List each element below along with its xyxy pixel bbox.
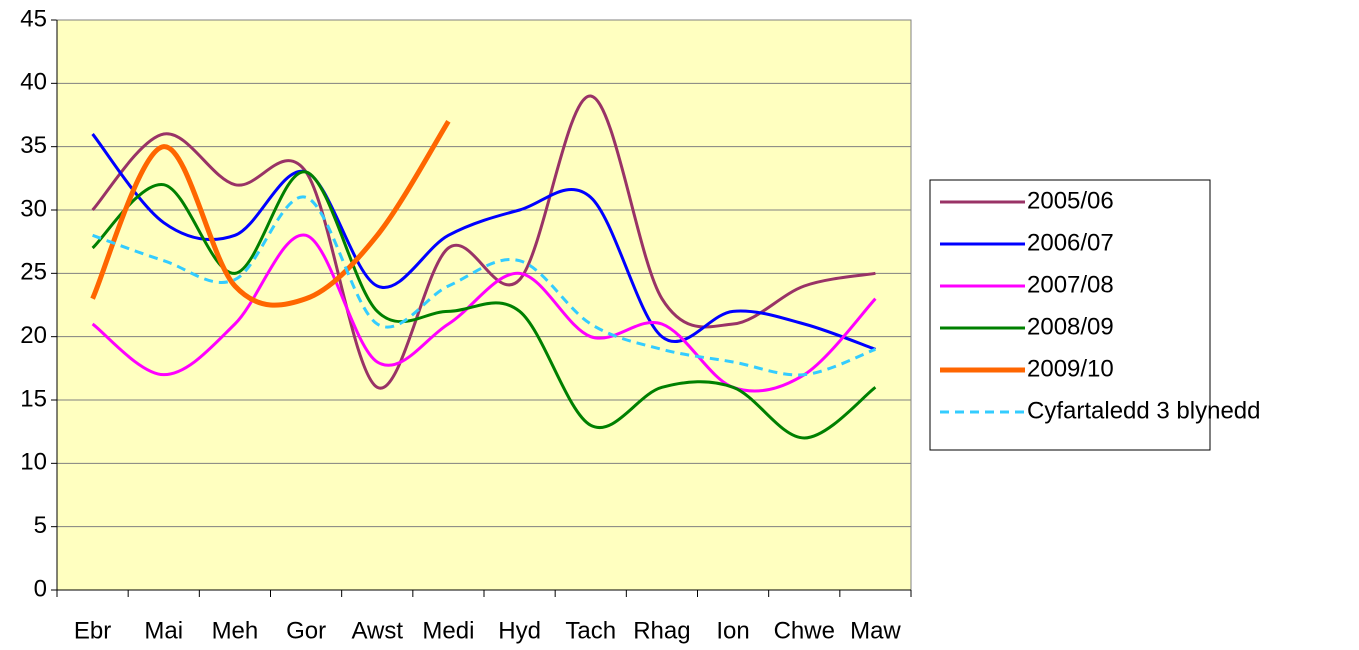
legend-label: Cyfartaledd 3 blynedd <box>1027 397 1260 424</box>
x-tick-label: Tach <box>565 617 616 644</box>
legend-label: 2009/10 <box>1027 355 1114 382</box>
series-line <box>92 195 876 377</box>
y-tick-label: 20 <box>20 322 47 349</box>
y-tick-label: 10 <box>20 449 47 476</box>
x-tick-label: Medi <box>422 617 474 644</box>
y-tick-label: 45 <box>20 5 47 32</box>
x-tick-label: Chwe <box>774 617 835 644</box>
legend-box <box>929 179 1211 451</box>
x-tick-label: Meh <box>212 617 259 644</box>
series-line <box>90 120 451 308</box>
y-tick-label: 5 <box>34 512 47 539</box>
x-tick-label: Gor <box>286 617 326 644</box>
x-tick-label: Maw <box>850 617 901 644</box>
y-tick-label: 30 <box>20 195 47 222</box>
x-tick-label: Rhag <box>633 617 690 644</box>
y-tick-label: 25 <box>20 259 47 286</box>
y-tick-label: 0 <box>34 575 47 602</box>
y-tick-label: 35 <box>20 132 47 159</box>
x-tick-label: Mai <box>144 617 183 644</box>
series-line <box>91 94 876 390</box>
y-tick-label: 40 <box>20 69 47 96</box>
legend-label: 2008/09 <box>1027 313 1114 340</box>
x-tick-label: Ion <box>716 617 749 644</box>
x-tick-label: Hyd <box>498 617 541 644</box>
x-tick-label: Ebr <box>74 617 111 644</box>
x-tick-label: Awst <box>351 617 403 644</box>
legend-label: 2005/06 <box>1027 187 1114 214</box>
series-line <box>91 133 876 351</box>
legend-label: 2006/07 <box>1027 229 1114 256</box>
legend-label: 2007/08 <box>1027 271 1114 298</box>
y-tick-label: 15 <box>20 385 47 412</box>
